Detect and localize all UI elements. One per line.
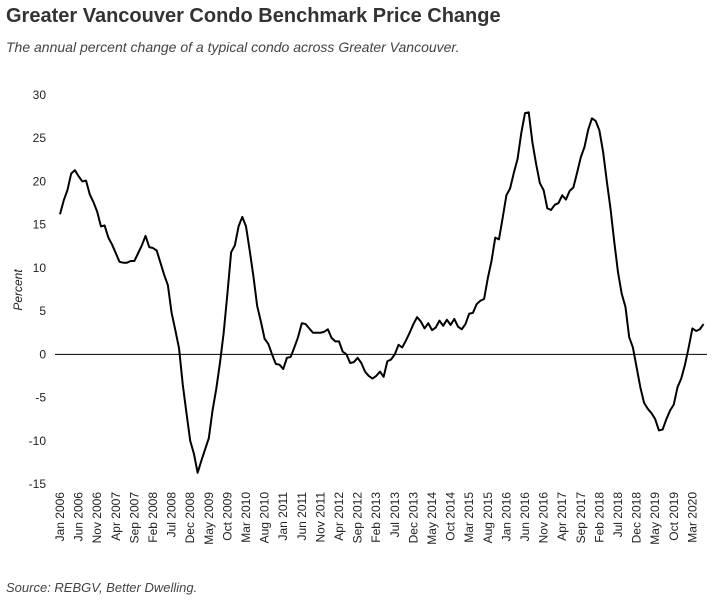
y-tick-label: -5	[35, 391, 46, 405]
y-tick-label: 5	[39, 304, 46, 318]
y-tick-label: 15	[33, 218, 47, 232]
x-tick-label: Jan 2011	[276, 492, 290, 541]
x-tick-label: May 2014	[425, 492, 439, 545]
x-tick-label: Oct 2019	[667, 492, 681, 541]
line	[59, 111, 705, 474]
chart-title: Greater Vancouver Condo Benchmark Price …	[6, 5, 501, 27]
x-tick-label: Jul 2008	[165, 492, 179, 538]
y-tick-label: -10	[29, 434, 47, 448]
x-tick-label: Mar 2015	[462, 492, 476, 543]
x-tick-label: Aug 2015	[481, 492, 495, 544]
x-tick-label: Sep 2017	[574, 492, 588, 544]
x-tick-label: Oct 2014	[444, 492, 458, 541]
x-tick-label: Jan 2016	[499, 492, 513, 542]
x-tick-label: Jun 2006	[72, 492, 86, 542]
x-tick-label: Mar 2010	[239, 492, 253, 543]
x-tick-label: Nov 2011	[313, 492, 327, 543]
x-tick-label: Sep 2007	[127, 492, 141, 544]
x-tick-label: Dec 2018	[630, 492, 644, 544]
x-tick-label: Nov 2006	[90, 492, 104, 544]
x-tick-label: May 2009	[202, 492, 216, 545]
y-tick-label: 25	[33, 131, 47, 145]
x-tick-label: Sep 2012	[351, 492, 365, 544]
chart-subtitle: The annual percent change of a typical c…	[6, 39, 459, 55]
x-tick-label: Nov 2016	[537, 492, 551, 544]
x-tick-label: Apr 2007	[109, 492, 123, 541]
x-tick-label: Jan 2006	[53, 492, 67, 542]
x-tick-label: Jun 2016	[518, 492, 532, 542]
x-tick-label: Jul 2018	[611, 492, 625, 538]
y-tick-label: 20	[33, 174, 47, 188]
x-tick-label: Feb 2008	[146, 492, 160, 543]
x-tick-label: Aug 2010	[258, 492, 272, 544]
y-axis-label: Percent	[11, 269, 25, 311]
x-tick-label: Dec 2008	[183, 492, 197, 544]
x-tick-label: Dec 2013	[406, 492, 420, 544]
source: Source: REBGV, Better Dwelling.	[6, 580, 197, 595]
x-tick-label: Jul 2013	[388, 492, 402, 538]
x-tick-label: May 2019	[648, 492, 662, 545]
x-tick-label: Apr 2017	[555, 492, 569, 541]
y-tick-label: 30	[33, 88, 47, 102]
y-tick-label: 0	[39, 347, 46, 361]
y-tick-label: 10	[33, 261, 47, 275]
x-tick-label: Apr 2012	[332, 492, 346, 541]
x-tick-label: Jun 2011	[295, 492, 309, 541]
x-tick-label: Oct 2009	[220, 492, 234, 541]
x-tick-label: Mar 2020	[685, 492, 699, 543]
x-tick-label: Feb 2013	[369, 492, 383, 543]
y-tick-label: -15	[29, 477, 47, 491]
x-tick-label: Feb 2018	[592, 492, 606, 543]
